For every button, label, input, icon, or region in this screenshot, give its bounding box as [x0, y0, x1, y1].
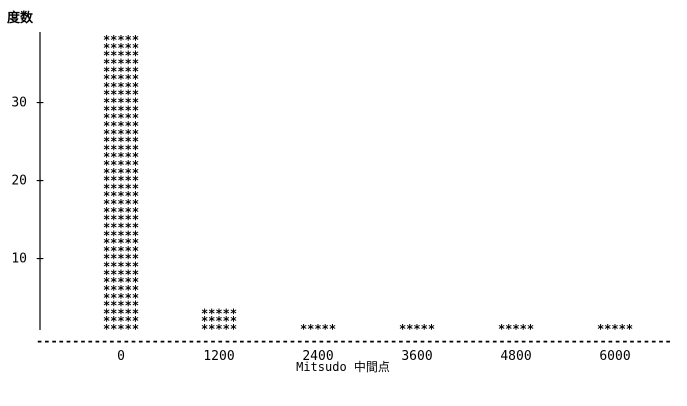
- bar-mark: *****: [103, 135, 139, 149]
- y-tick-label: 20: [11, 174, 27, 189]
- bar-mark: *****: [103, 127, 139, 141]
- bar-mark: *****: [103, 119, 139, 133]
- bar-mark: *****: [103, 220, 139, 234]
- x-tick-label: 4800: [500, 349, 531, 364]
- y-axis-label: 度数: [7, 10, 34, 26]
- bar-mark: *****: [103, 33, 139, 47]
- bar-mark: *****: [103, 189, 139, 203]
- bar-mark: *****: [399, 322, 435, 336]
- bar-mark: *****: [103, 56, 139, 70]
- bar-mark: *****: [103, 275, 139, 289]
- bar-mark: *****: [498, 322, 534, 336]
- bar-mark: *****: [103, 197, 139, 211]
- bar-mark: *****: [103, 306, 139, 320]
- bar-mark: *****: [103, 314, 139, 328]
- bar-mark: *****: [103, 260, 139, 274]
- bar-mark: *****: [103, 322, 139, 336]
- bar-mark: *****: [103, 213, 139, 227]
- bar-mark: *****: [103, 236, 139, 250]
- bar-mark: *****: [103, 252, 139, 266]
- bar: ****************************************…: [103, 33, 139, 336]
- bar-mark: *****: [103, 96, 139, 110]
- bar: ***************: [201, 306, 237, 336]
- bar-mark: *****: [103, 142, 139, 156]
- bar-mark: *****: [300, 322, 336, 336]
- bar: *****: [498, 322, 534, 336]
- bar-mark: *****: [201, 306, 237, 320]
- bar-mark: *****: [103, 291, 139, 305]
- x-axis-ticks: 0 1200 2400 3600 4800 6000: [117, 349, 631, 364]
- bar-mark: *****: [103, 181, 139, 195]
- bar-mark: *****: [103, 103, 139, 117]
- bar-mark: *****: [103, 49, 139, 63]
- bar-mark: *****: [103, 244, 139, 258]
- bar-mark: *****: [103, 228, 139, 242]
- x-tick-label: 3600: [401, 349, 432, 364]
- bar-mark: *****: [103, 41, 139, 55]
- bar-mark: *****: [201, 322, 237, 336]
- bar-mark: *****: [597, 322, 633, 336]
- bar-mark: *****: [103, 166, 139, 180]
- x-tick-label: 6000: [599, 349, 630, 364]
- bar-mark: *****: [103, 80, 139, 94]
- y-axis: 10 +20 +30 +: [11, 32, 44, 330]
- bar-mark: *****: [103, 299, 139, 313]
- bar-mark: *****: [103, 88, 139, 102]
- bar-mark: *****: [103, 64, 139, 78]
- bar-mark: *****: [103, 174, 139, 188]
- bar-mark: *****: [103, 283, 139, 297]
- bars: ****************************************…: [103, 33, 633, 336]
- y-tick-mark: +: [36, 96, 44, 111]
- y-tick-mark: +: [36, 174, 44, 189]
- bar-mark: *****: [103, 111, 139, 125]
- bar-mark: *****: [103, 267, 139, 281]
- bar: *****: [597, 322, 633, 336]
- x-tick-label: 1200: [203, 349, 234, 364]
- y-tick-label: 30: [11, 96, 27, 111]
- x-tick-label: 0: [117, 349, 125, 364]
- bar-mark: *****: [103, 158, 139, 172]
- bar-mark: *****: [103, 72, 139, 86]
- bar: *****: [300, 322, 336, 336]
- x-axis-baseline: ----------------------------------------…: [36, 334, 672, 348]
- bar-mark: *****: [103, 150, 139, 164]
- y-tick-mark: +: [36, 252, 44, 267]
- x-tick-label: 2400: [302, 349, 333, 364]
- bar-mark: *****: [201, 314, 237, 328]
- x-axis-label: Mitsudo 中間点: [296, 359, 390, 374]
- y-tick-label: 10: [11, 252, 27, 267]
- bar-mark: *****: [103, 205, 139, 219]
- bar: *****: [399, 322, 435, 336]
